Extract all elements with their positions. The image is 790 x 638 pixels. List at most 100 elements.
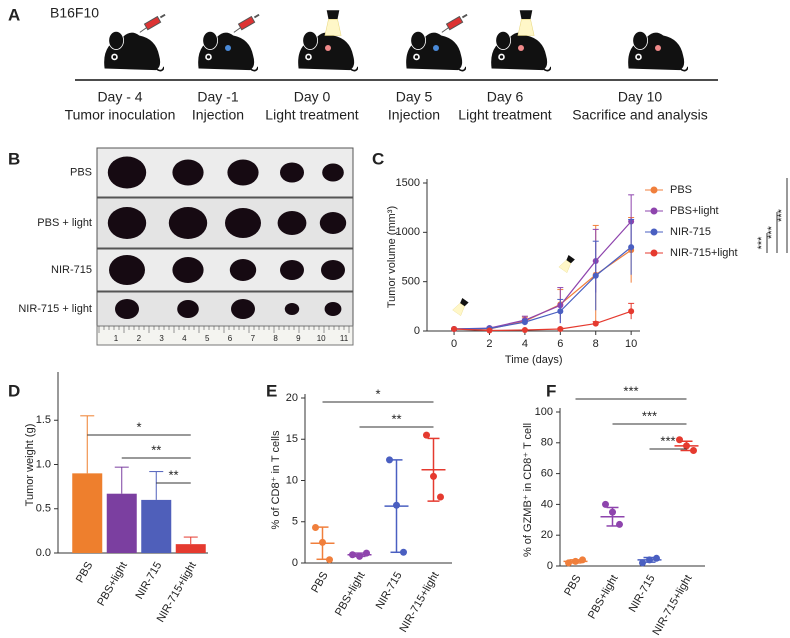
point [609, 508, 616, 516]
tumor-photo: PBS PBS + light NIR-715 NIR-715 + light 1 2 3 4… [18, 147, 354, 346]
point [437, 493, 444, 501]
y-tick-label: 10 [286, 474, 298, 486]
day-label: Day 6 [487, 89, 524, 105]
y-tick-label: 1500 [396, 177, 420, 189]
cell-line: B16F10 [50, 5, 99, 21]
x-tick-label: NIR-715+light [650, 573, 694, 638]
y-tick-label: 1.5 [36, 414, 51, 426]
tumor-dot [325, 45, 331, 51]
tumor [172, 257, 204, 283]
bar [141, 499, 172, 553]
row-label: NIR-715 [51, 264, 92, 276]
legend-label: PBS [670, 184, 692, 196]
panel-label: E [266, 381, 277, 400]
point [349, 551, 356, 559]
point [312, 524, 319, 532]
ruler-label: 2 [137, 334, 142, 343]
y-tick-label: 1000 [396, 226, 420, 238]
panel-label: A [8, 5, 20, 24]
point [592, 272, 599, 279]
tumor [225, 208, 261, 238]
x-tick-label: PBS [74, 560, 95, 585]
legend-marker [650, 207, 658, 215]
tumor [168, 207, 208, 239]
x-tick-label: 0 [451, 338, 457, 350]
day-label: Day 0 [294, 89, 331, 105]
y-axis-label: % of GZMB⁺ in CD8⁺ T cell [522, 423, 534, 557]
point [319, 538, 326, 546]
day-label: Day - 4 [97, 89, 142, 105]
tumor [229, 259, 257, 281]
y-tick-label: 0 [414, 325, 420, 337]
lamp-icon [517, 10, 535, 36]
tumor [280, 260, 304, 280]
syringe-icon [138, 14, 166, 34]
panel-label: B [8, 149, 20, 168]
tumor [277, 211, 307, 235]
significance-label: ** [168, 467, 178, 482]
y-tick-label: 40 [541, 498, 553, 510]
tumor-dot [655, 45, 661, 51]
significance-label: * [375, 386, 380, 401]
bar [175, 544, 206, 553]
y-tick-label: 80 [541, 437, 553, 449]
significance-label: ** [151, 442, 161, 457]
significance-label: ** [391, 411, 401, 426]
day-label: Day 10 [618, 89, 663, 105]
tumor-dot [225, 45, 231, 51]
x-tick-label: PBS [562, 573, 583, 598]
point [653, 554, 660, 562]
ruler-label: 9 [296, 334, 301, 343]
row-label: PBS + light [37, 217, 92, 229]
day-label: Day -1 [197, 89, 238, 105]
step-label: Tumor inoculation [65, 107, 176, 123]
point [592, 320, 599, 327]
x-tick-label: 4 [522, 338, 528, 350]
step-label: Injection [192, 107, 244, 123]
step-label: Light treatment [458, 107, 551, 123]
tumor-dot [518, 45, 524, 51]
x-tick-label: NIR-715 [133, 560, 164, 601]
point [676, 436, 683, 444]
point [639, 559, 646, 567]
tumor [231, 299, 255, 319]
point [557, 308, 564, 315]
syringe-icon [440, 14, 468, 34]
syringe-icon [232, 14, 260, 34]
timeline: Day - 4 Tumor inoculation Day -1 Injection D… [65, 10, 708, 123]
x-tick-label: NIR-715+light [397, 570, 441, 635]
tumor [172, 159, 204, 186]
tumor-dot [433, 45, 439, 51]
point [430, 472, 437, 480]
point [572, 557, 579, 565]
tumor [284, 303, 300, 315]
tumor [227, 159, 259, 186]
ruler-label: 5 [205, 334, 210, 343]
ruler-label: 11 [340, 334, 349, 343]
significance-label: * [136, 419, 141, 434]
point [616, 520, 623, 528]
tumor [177, 300, 199, 318]
ruler-label: 6 [228, 334, 233, 343]
x-tick-label: PBS+light [586, 573, 621, 621]
y-axis-label: Tumor weight (g) [24, 424, 36, 507]
x-tick-label: 10 [625, 338, 637, 350]
y-tick-label: 0.0 [36, 547, 51, 559]
legend-marker [650, 186, 658, 194]
step-label: Sacrifice and analysis [572, 107, 707, 123]
y-tick-label: 20 [541, 529, 553, 541]
point [356, 552, 363, 560]
photo-row [96, 291, 354, 327]
significance-label: *** [660, 433, 675, 448]
x-tick-label: NIR-715 [627, 573, 658, 614]
y-tick-label: 1.0 [36, 458, 51, 470]
bar [72, 473, 103, 553]
legend-marker [650, 228, 658, 236]
point [393, 501, 400, 509]
ruler-label: 7 [251, 334, 256, 343]
legend-label: NIR-715 [670, 226, 711, 238]
point [683, 442, 690, 450]
significance-label: *** [642, 408, 657, 423]
row-label: NIR-715 + light [18, 303, 92, 315]
panel-label: D [8, 381, 20, 400]
